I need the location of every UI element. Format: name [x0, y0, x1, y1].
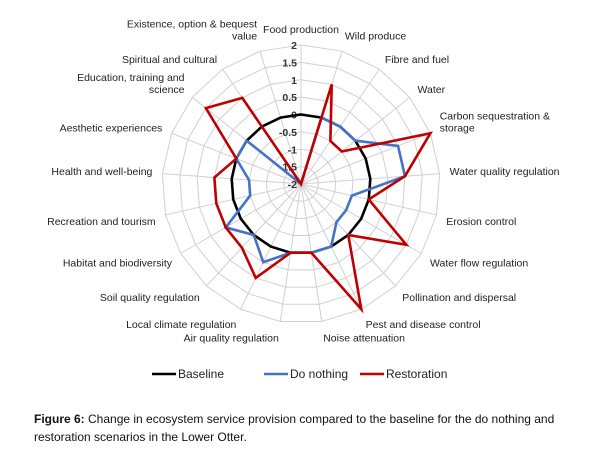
legend-label: Baseline: [178, 367, 224, 381]
axis-label: Soil quality regulation: [100, 292, 200, 304]
axis-label: Erosion control: [446, 216, 516, 228]
series-line-restoration: [203, 83, 434, 314]
axis-label: Aesthetic experiences: [60, 123, 163, 135]
axis-label: Water: [418, 84, 446, 96]
legend-label: Restoration: [386, 367, 447, 381]
axis-label: Spiritual and cultural: [122, 54, 217, 66]
grid-ring: [283, 166, 319, 202]
radar-chart: -2-1.5-1-0.500.511.52 Food productionWil…: [47, 19, 560, 381]
legend-label: Do nothing: [290, 367, 348, 381]
axis-label: Wild produce: [345, 31, 406, 43]
axis-label: Carbon sequestration & storage: [440, 111, 550, 135]
axis-label: Water flow regulation: [430, 258, 528, 270]
axis-label: Recreation and tourism: [47, 216, 156, 228]
grid-ring: [196, 79, 406, 288]
legend: Baseline Do nothing Restoration: [152, 367, 447, 381]
grid-ring: [265, 148, 337, 219]
axis-label: Education, training and science: [77, 72, 185, 96]
tick-label: 2: [291, 40, 297, 52]
tick-label: -2: [288, 179, 297, 191]
grid-ring: [179, 61, 423, 305]
axis-label: Water quality regulation: [450, 166, 560, 178]
axis-label: Fibre and fuel: [385, 54, 449, 66]
series-line-do-nothing: [223, 115, 407, 264]
tick-label: 1: [291, 75, 297, 87]
tick-label: -0.5: [279, 127, 297, 139]
axis-label: Pollination and dispersal: [402, 292, 516, 304]
axis-label: Local climate regulation: [126, 319, 236, 331]
axis-label: Food production: [263, 24, 339, 36]
figure-caption: Figure 6: Change in ecosystem service pr…: [34, 410, 574, 446]
axis-label: Pest and disease control: [366, 319, 481, 331]
grid-ring: [248, 131, 354, 237]
caption-lead: Figure 6:: [34, 412, 85, 426]
tick-label: 0.5: [282, 92, 297, 104]
axis-label: Existence, option & bequest value: [127, 19, 257, 43]
axis-label: Health and well-being: [51, 166, 152, 178]
axis-labels: Food production Wild produce Fibre and fue…: [47, 19, 560, 345]
axis-label: Air quality regulation: [184, 332, 279, 344]
tick-label: -1: [288, 144, 297, 156]
caption-text: Change in ecosystem service provision co…: [34, 412, 555, 444]
axis-label: Noise attenuation: [323, 332, 405, 344]
tick-label: 1.5: [282, 57, 297, 69]
grid-ring: [161, 44, 441, 322]
axis-label: Habitat and biodiversity: [63, 258, 173, 270]
series-lines: [203, 83, 434, 314]
